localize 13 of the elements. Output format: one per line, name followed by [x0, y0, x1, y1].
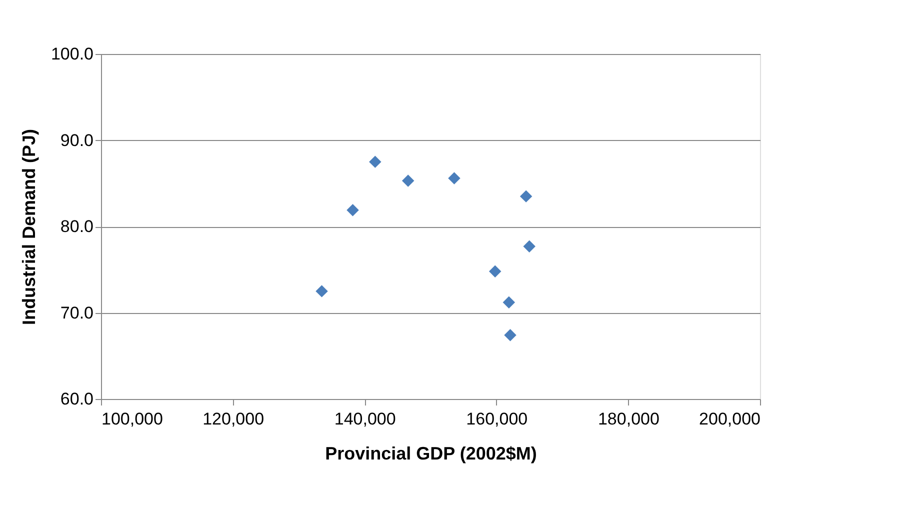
- y-axis-title: Industrial Demand (PJ): [18, 128, 39, 326]
- y-tick-label: 90.0: [60, 130, 94, 150]
- x-tick-label: 140,000: [334, 410, 396, 428]
- y-tick-label: 60.0: [60, 390, 94, 408]
- x-tick-label: 180,000: [598, 410, 660, 428]
- x-tick-label: 120,000: [202, 410, 264, 428]
- x-tick-label: 200,000: [699, 410, 760, 428]
- x-tick-label: 160,000: [466, 410, 528, 428]
- x-tick-label: 100,000: [102, 410, 163, 428]
- x-axis-title: Provincial GDP (2002$M): [325, 444, 537, 464]
- y-tick-label: 70.0: [60, 303, 94, 322]
- y-tick-label: 80.0: [60, 217, 94, 236]
- y-tick-label: 100.0: [50, 44, 94, 64]
